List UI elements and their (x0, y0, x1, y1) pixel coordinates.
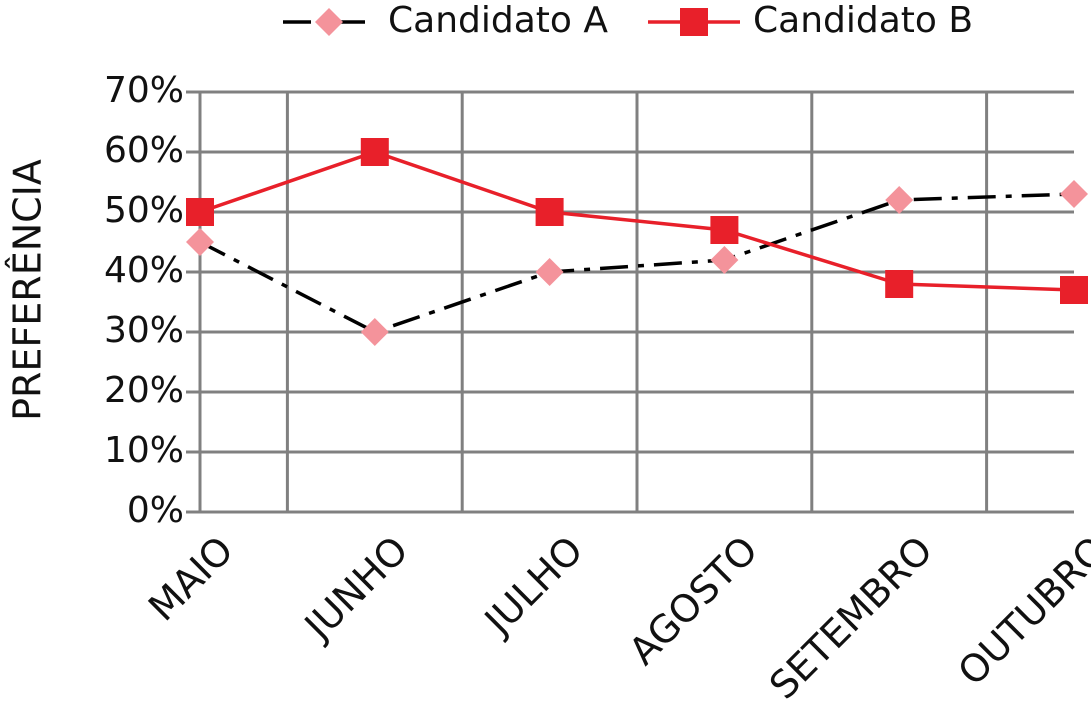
x-tick-label: MAIO (140, 528, 242, 630)
x-tick-label: JULHO (475, 528, 591, 644)
x-tick-label: AGOSTO (621, 528, 767, 674)
legend-label: Candidato A (388, 0, 608, 41)
y-axis-title: PREFERÊNCIA (6, 159, 50, 421)
marker (885, 186, 914, 214)
marker (186, 198, 214, 226)
legend-marker (680, 8, 708, 36)
y-tick-label: 20% (104, 370, 184, 411)
marker (360, 138, 389, 166)
y-tick-label: 70% (104, 70, 184, 111)
marker (1060, 180, 1088, 208)
series-line (199, 150, 1075, 292)
y-tick-label: 60% (104, 130, 184, 171)
x-tick-label: JUNHO (295, 528, 417, 650)
x-tick-label: OUTUBRO (950, 528, 1091, 694)
marker (710, 216, 739, 244)
marker (885, 270, 914, 298)
y-tick-label: 50% (104, 190, 184, 231)
marker (360, 318, 389, 346)
legend-label: Candidato B (753, 0, 973, 41)
marker (1060, 276, 1088, 304)
marker (535, 258, 564, 286)
y-tick-label: 30% (104, 310, 184, 351)
marker (186, 228, 214, 256)
marker (535, 198, 564, 226)
series-line (199, 192, 1075, 334)
marker (710, 246, 739, 274)
x-tick-label: SETEMBRO (761, 528, 941, 706)
y-tick-label: 10% (104, 430, 184, 471)
y-tick-label: 40% (104, 250, 184, 291)
legend-marker (315, 8, 343, 36)
y-tick-label: 0% (127, 490, 184, 531)
